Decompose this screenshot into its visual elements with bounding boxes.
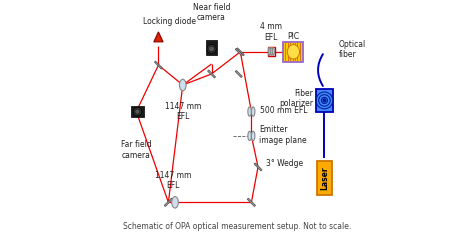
Polygon shape — [164, 198, 173, 206]
Ellipse shape — [270, 48, 272, 55]
Polygon shape — [235, 70, 242, 77]
Ellipse shape — [272, 48, 274, 55]
Text: Schematic of OPA optical measurement setup. Not to scale.: Schematic of OPA optical measurement set… — [123, 222, 351, 231]
Ellipse shape — [248, 107, 251, 116]
Bar — [283, 42, 303, 62]
Polygon shape — [254, 163, 262, 171]
Polygon shape — [247, 198, 255, 206]
Circle shape — [207, 44, 216, 54]
FancyArrowPatch shape — [318, 54, 323, 86]
Bar — [268, 47, 274, 56]
Bar — [317, 161, 332, 195]
Text: Fiber
polarizer: Fiber polarizer — [279, 89, 313, 108]
Ellipse shape — [287, 45, 300, 59]
Ellipse shape — [268, 48, 270, 55]
Text: Optical
fiber: Optical fiber — [339, 40, 366, 59]
Polygon shape — [155, 61, 163, 69]
Bar — [206, 40, 217, 55]
Text: PIC: PIC — [287, 32, 300, 41]
Polygon shape — [154, 32, 163, 42]
Ellipse shape — [172, 197, 178, 208]
Ellipse shape — [180, 79, 186, 91]
Text: Laser: Laser — [320, 166, 329, 190]
Ellipse shape — [251, 107, 255, 116]
Text: 1147 mm
EFL: 1147 mm EFL — [164, 102, 201, 121]
Ellipse shape — [251, 131, 255, 141]
Polygon shape — [235, 48, 242, 55]
Text: 3° Wedge: 3° Wedge — [266, 159, 303, 168]
Circle shape — [133, 107, 142, 116]
Polygon shape — [237, 48, 244, 56]
Text: 1147 mm
EFL: 1147 mm EFL — [155, 171, 191, 190]
Text: Near field
camera: Near field camera — [193, 3, 230, 22]
Text: 500 mm EFL: 500 mm EFL — [260, 106, 308, 115]
Text: 4 mm
EFL: 4 mm EFL — [260, 22, 283, 42]
Text: Emitter
image plane: Emitter image plane — [259, 125, 307, 145]
Circle shape — [135, 109, 140, 114]
Text: Far field
camera: Far field camera — [121, 140, 152, 160]
Ellipse shape — [248, 131, 251, 141]
Circle shape — [322, 98, 327, 103]
Bar — [130, 106, 144, 117]
Polygon shape — [208, 70, 216, 78]
Bar — [316, 89, 333, 112]
Circle shape — [209, 46, 214, 52]
Text: Locking diode: Locking diode — [143, 17, 196, 26]
